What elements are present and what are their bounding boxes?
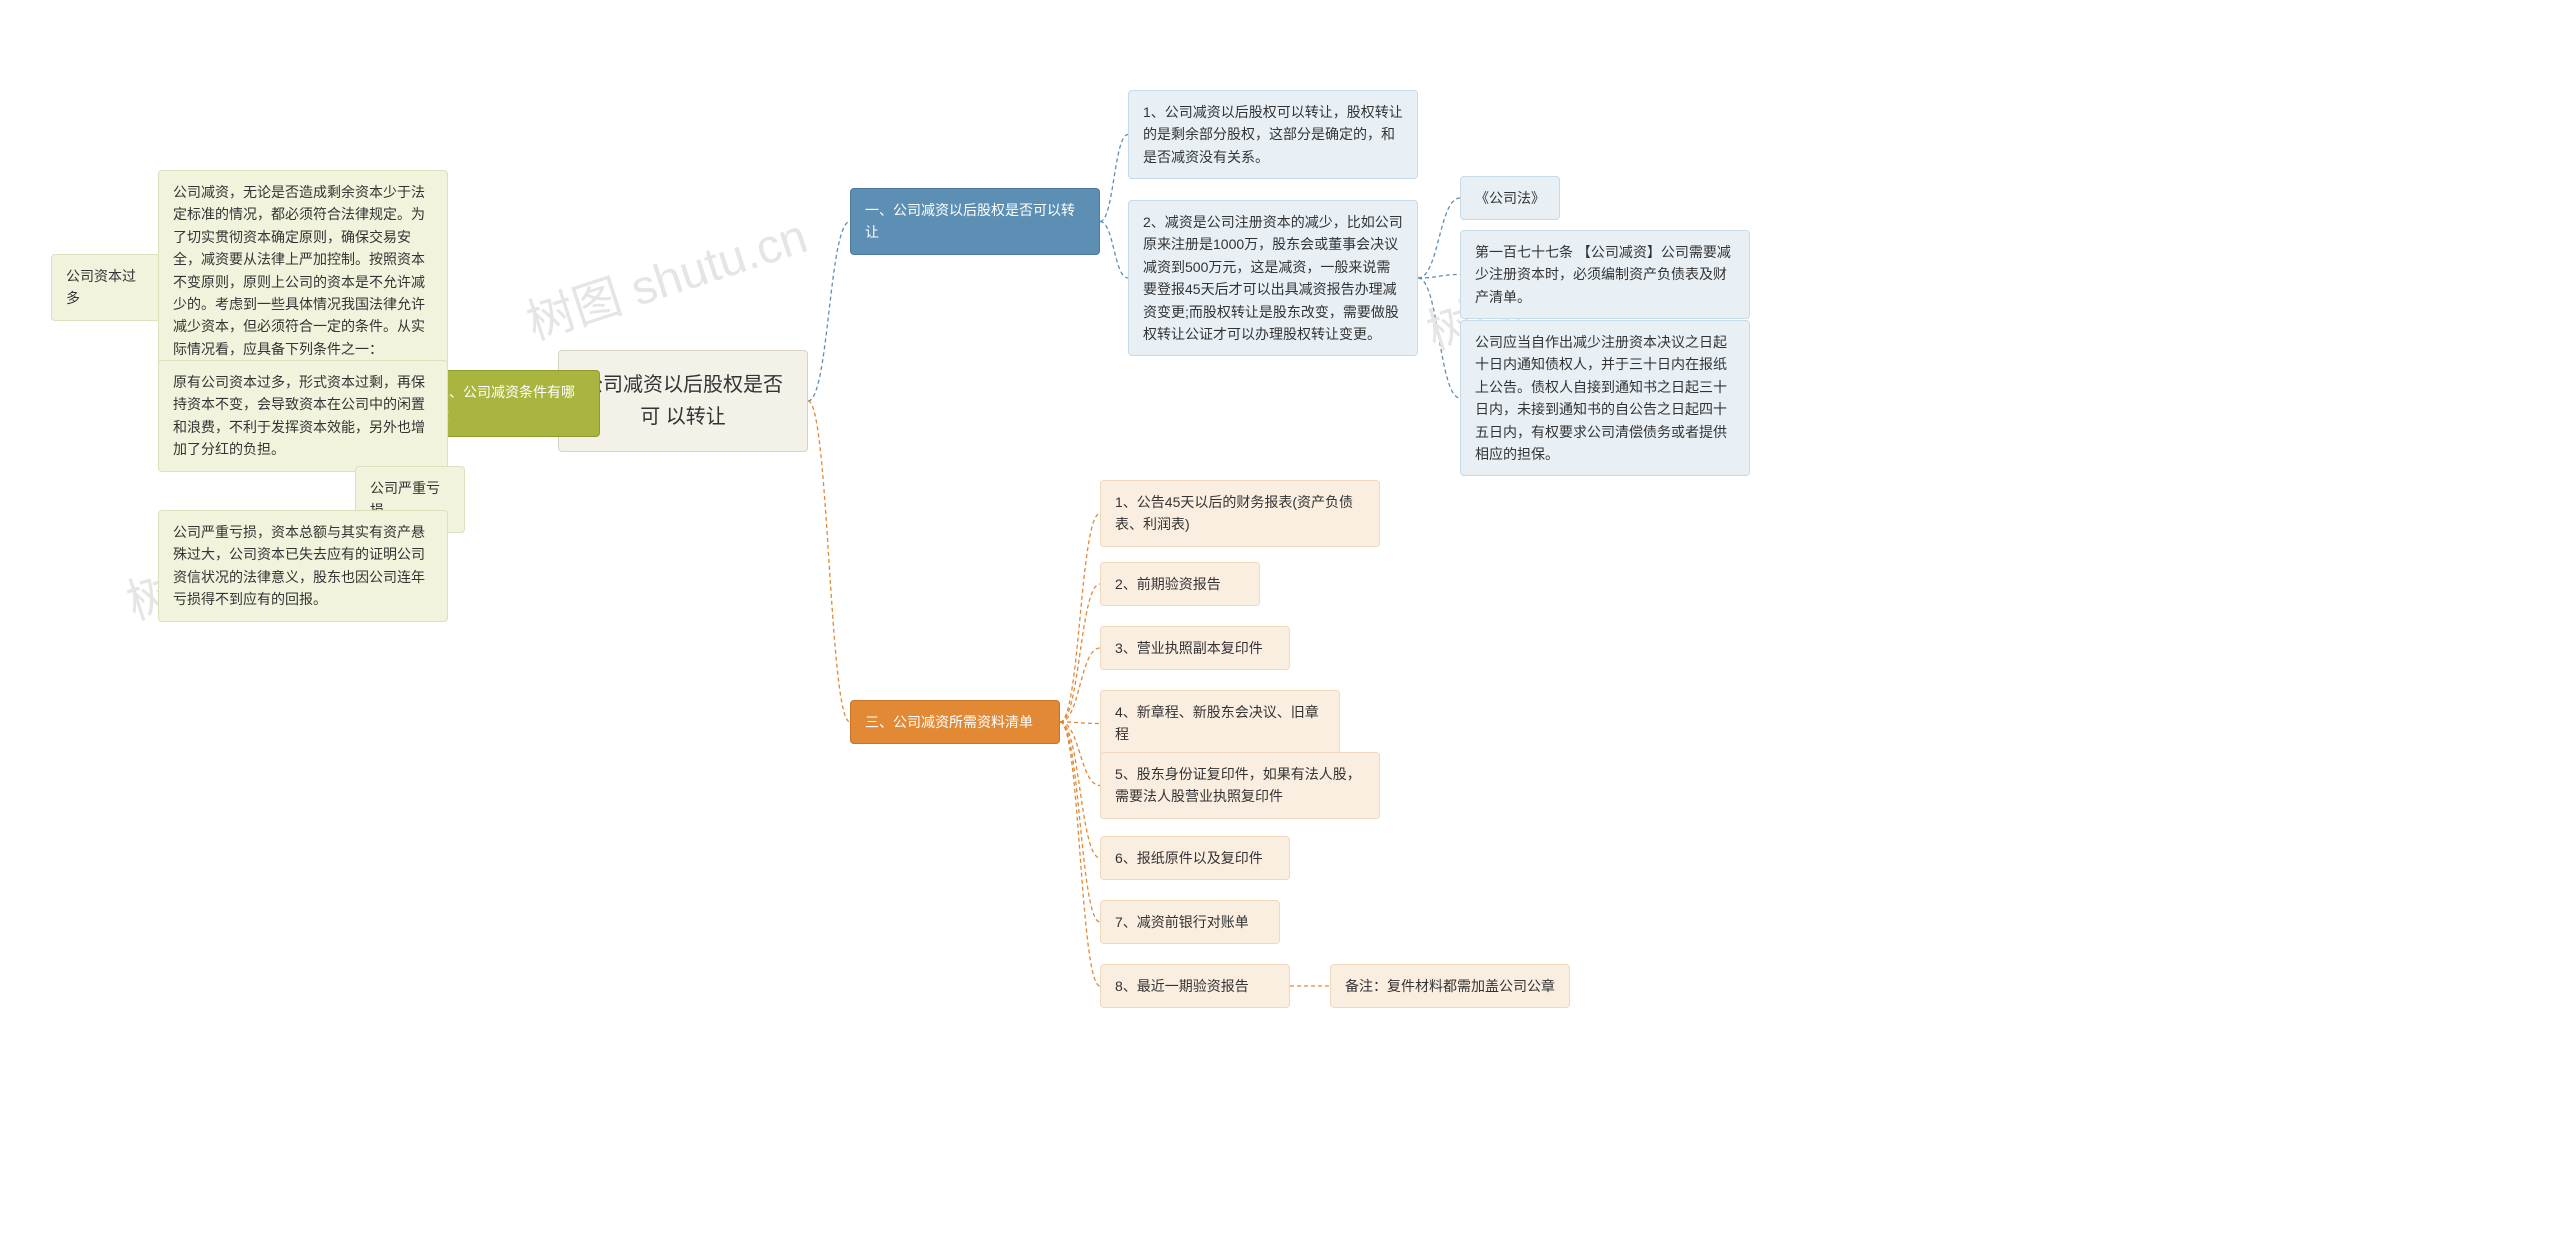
branch-3-item-5: 5、股东身份证复印件，如果有法人股，需要法人股营业执照复印件 [1100,752,1380,819]
branch-3-item-6: 6、报纸原件以及复印件 [1100,836,1290,880]
watermark-2: 树图 shutu.cn [516,197,814,353]
branch-2-leaf-top: 公司资本过多 [51,254,161,321]
branch-3-item-8: 8、最近一期验资报告 [1100,964,1290,1008]
branch-3-item-4: 4、新章程、新股东会决议、旧章程 [1100,690,1340,757]
branch-3-note: 备注：复件材料都需加盖公司公章 [1330,964,1570,1008]
branch-1-title: 一、公司减资以后股权是否可以转 让 [850,188,1100,255]
branch-3-item-1: 1、公告45天以后的财务报表(资产负债表、利润表) [1100,480,1380,547]
branch-1-leaf-2b: 第一百七十七条 【公司减资】公司需要减少注册资本时，必须编制资产负债表及财产清单… [1460,230,1750,319]
branch-1-leaf-2: 2、减资是公司注册资本的减少，比如公司原来注册是1000万，股东会或董事会决议减… [1128,200,1418,356]
branch-2-leaf-1: 公司减资，无论是否造成剩余资本少于法定标准的情况，都必须符合法律规定。为了切实贯… [158,170,448,371]
branch-3-item-7: 7、减资前银行对账单 [1100,900,1280,944]
branch-2-leaf-2: 原有公司资本过多，形式资本过剩，再保持资本不变，会导致资本在公司中的闲置和浪费，… [158,360,448,472]
branch-1-leaf-1: 1、公司减资以后股权可以转让，股权转让的是剩余部分股权，这部分是确定的，和是否减… [1128,90,1418,179]
branch-3-item-3: 3、营业执照副本复印件 [1100,626,1290,670]
branch-3-item-2: 2、前期验资报告 [1100,562,1260,606]
branch-3-title: 三、公司减资所需资料清单 [850,700,1060,744]
branch-1-leaf-2c: 公司应当自作出减少注册资本决议之日起十日内通知债权人，并于三十日内在报纸上公告。… [1460,320,1750,476]
branch-2-leaf-4: 公司严重亏损，资本总额与其实有资产悬殊过大，公司资本已失去应有的证明公司资信状况… [158,510,448,622]
branch-1-leaf-2a: 《公司法》 [1460,176,1560,220]
